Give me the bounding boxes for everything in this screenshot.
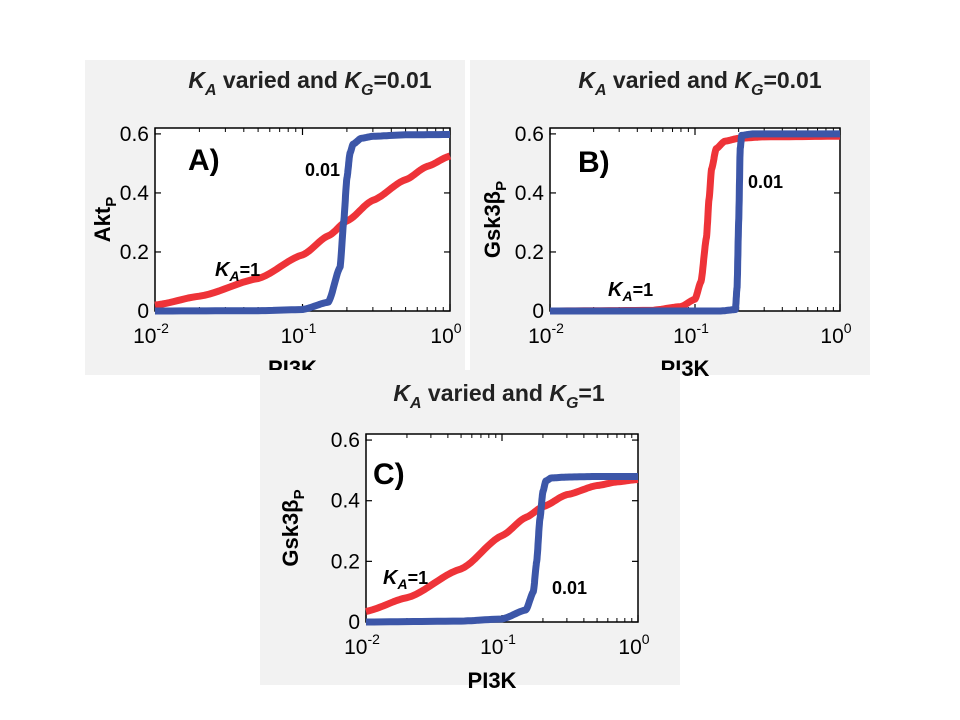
y-tick-label: 0 (532, 300, 544, 323)
x-tick-label: 100 (430, 320, 461, 348)
x-tick-label: 10-1 (673, 320, 709, 348)
plot-area (549, 127, 841, 312)
panel-b: KA varied and KG=0.01 0 0.2 0.4 0.6 10-2 10-1 1… (470, 60, 870, 381)
chart-title: KA varied and KG=0.01 (188, 67, 431, 99)
y-tick-label: 0.2 (515, 241, 544, 264)
y-tick-label: 0.6 (120, 123, 149, 146)
y-tick-label: 0.2 (120, 241, 149, 264)
x-axis-label: PI3K (468, 668, 517, 693)
y-tick-label: 0.2 (331, 550, 360, 573)
x-tick-label: 10-1 (281, 320, 317, 348)
x-tick-label: 10-1 (480, 631, 516, 659)
y-tick-label: 0 (137, 300, 149, 323)
annotation-ka-1: KA=1 (383, 567, 428, 592)
x-tick-label: 10-2 (133, 320, 169, 348)
y-axis-label: AktP (90, 197, 120, 242)
y-tick-label: 0.4 (515, 182, 545, 205)
series-line-ka-1 (154, 152, 452, 309)
panel-a: KA varied and KG=0.01 0 0.2 0.4 0.6 10-2 10-1 1… (85, 60, 465, 381)
panel-label: C) (373, 458, 405, 491)
panel-label: B) (578, 146, 610, 179)
x-tick-label: 10-2 (344, 631, 380, 659)
y-tick-label: 0.6 (515, 123, 544, 146)
annotation-0-01: 0.01 (748, 172, 783, 192)
annotation-0-01: 0.01 (305, 160, 340, 180)
x-tick-label: 10-2 (528, 320, 564, 348)
x-tick-label: 100 (820, 320, 851, 348)
series-line-ka-0-01 (366, 473, 639, 626)
annotation-ka-1: KA=1 (608, 279, 653, 304)
annotation-ka-1: KA=1 (215, 259, 260, 284)
y-axis-label: Gsk3βP (480, 181, 510, 258)
plot-area (154, 127, 451, 312)
y-tick-label: 0 (348, 611, 360, 634)
annotation-0-01: 0.01 (552, 578, 587, 598)
y-tick-label: 0.4 (331, 490, 361, 513)
series-line-ka-1 (365, 476, 640, 615)
y-tick-label: 0.6 (331, 429, 360, 452)
panel-label: A) (188, 144, 220, 177)
chart-title: KA varied and KG=1 (393, 380, 605, 412)
panel-c: KA varied and KG=1 0 0.2 0.4 0.6 10-2 10-1 100 P… (260, 370, 680, 693)
series-line-ka-0-01 (550, 130, 840, 315)
x-tick-label: 100 (618, 631, 649, 659)
y-tick-label: 0.4 (120, 182, 150, 205)
plot-area (365, 433, 639, 623)
chart-title: KA varied and KG=0.01 (578, 67, 821, 99)
series-line-ka-0-01 (155, 131, 450, 315)
y-axis-label: Gsk3βP (278, 489, 308, 566)
